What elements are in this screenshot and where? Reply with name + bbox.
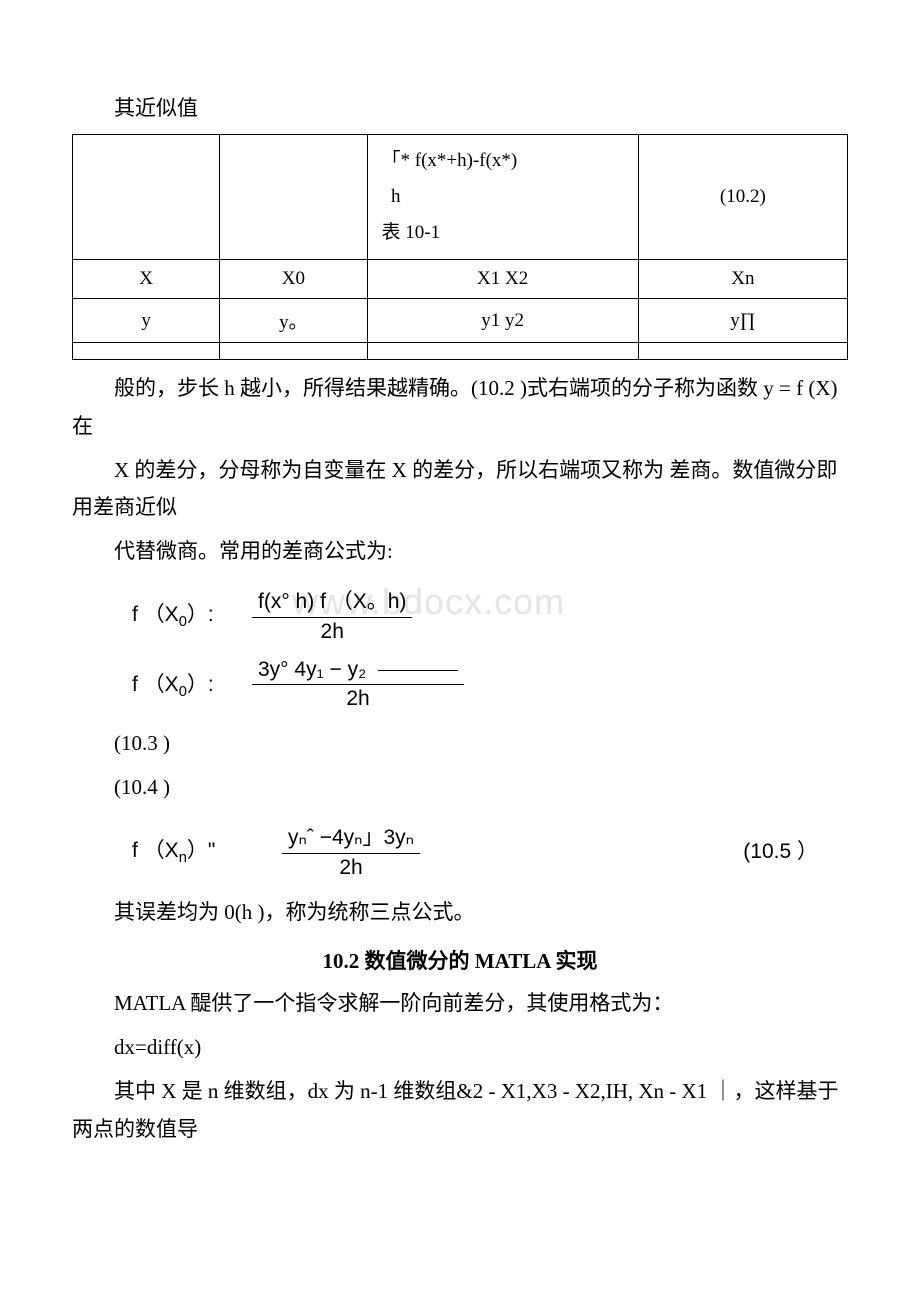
table-cell: y∏ [638,299,847,343]
table-cell [73,343,220,360]
table-cell: y [73,299,220,343]
equation-number: (10.5 ） [743,835,818,865]
paragraph: X 的差分，分母称为自变量在 X 的差分，所以右端项又称为 差商。数值微分即用差… [72,452,848,528]
table-row: 「* f(x*+h)-f(x*) h 表 10-1 (10.2) [73,134,848,259]
formula-3: f （Xn）" yₙˆ −4yₙ」3yₙ 2h (10.5 ） [132,821,848,880]
rule-line [378,670,458,671]
table-cell [638,343,847,360]
table-cell: X [73,260,220,299]
fraction: 3y° 4y₁ − y₂ 2h [252,658,464,711]
fraction-denominator: 2h [252,685,464,711]
table-cell: 「* f(x*+h)-f(x*) h 表 10-1 [367,134,638,259]
formula-label: f （X0）: [132,668,252,700]
formula-label: f （Xn）" [132,834,252,866]
fraction: f(x° h) f （X。h) 2h [252,585,412,644]
formula-2: f （X0）: 3y° 4y₁ − y₂ 2h [132,658,848,711]
table-row: X X0 X1 X2 Xn [73,260,848,299]
fraction-numerator: f(x° h) f （X。h) [252,585,412,618]
intro-text: 其近似值 [72,90,848,128]
fraction-denominator: 2h [282,854,420,880]
table-cell: X1 X2 [367,260,638,299]
paragraph: 其中 X 是 n 维数组，dx 为 n-1 维数组&2 - X1,X3 - X2… [72,1073,848,1149]
table-cell [220,343,367,360]
section-heading: 10.2 数值微分的 MATLA 实现 [72,945,848,975]
equation-number: (10.4 ) [72,769,848,807]
data-table: 「* f(x*+h)-f(x*) h 表 10-1 (10.2) X X0 X1… [72,134,848,360]
table-cell [367,343,638,360]
cell-line: 表 10-1 [382,215,624,251]
fraction-numerator: yₙˆ −4yₙ」3yₙ [282,821,420,854]
formula-label: f （X0）: [132,598,252,630]
fraction-denominator: 2h [252,618,412,644]
paragraph: 代替微商。常用的差商公式为: [72,533,848,571]
table-row: y y。 y1 y2 y∏ [73,299,848,343]
cell-line: 「* f(x*+h)-f(x*) [382,143,624,179]
table-cell: y。 [220,299,367,343]
paragraph: 其误差均为 0(h )，称为统称三点公式。 [72,894,848,932]
code-line: dx=diff(x) [72,1029,848,1067]
fraction-numerator: 3y° 4y₁ − y₂ [252,658,464,685]
table-cell: Xn [638,260,847,299]
paragraph: 般的，步长 h 越小，所得结果越精确。(10.2 )式右端项的分子称为函数 y … [72,370,848,446]
table-cell: (10.2) [638,134,847,259]
table-cell [220,134,367,259]
cell-line: h [382,179,624,215]
table-cell: X0 [220,260,367,299]
table-cell: y1 y2 [367,299,638,343]
equation-number: (10.3 ) [72,725,848,763]
table-cell [73,134,220,259]
table-row [73,343,848,360]
formula-1: f （X0）: f(x° h) f （X。h) 2h [132,585,848,644]
paragraph: MATLA 醍供了一个指令求解一阶向前差分，其使用格式为： [72,985,848,1023]
fraction: yₙˆ −4yₙ」3yₙ 2h [282,821,420,880]
